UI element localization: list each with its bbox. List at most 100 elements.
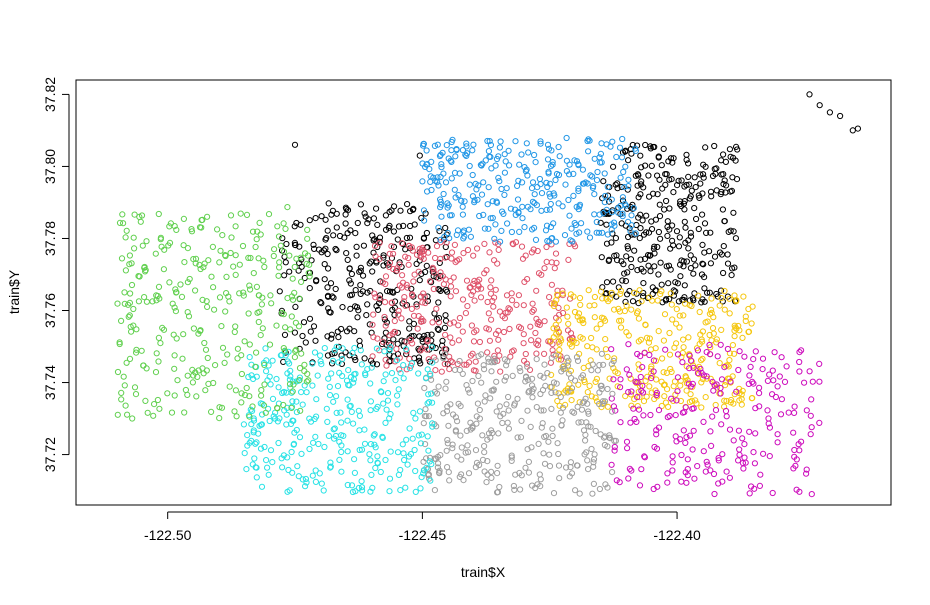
- data-point-cluster-3: [395, 307, 402, 314]
- data-point-cluster-2: [622, 148, 629, 155]
- data-point-cluster-2: [726, 146, 734, 153]
- data-point-cluster-5: [685, 351, 693, 358]
- data-point-cluster-5: [738, 391, 745, 398]
- data-point-cluster-3: [492, 331, 500, 338]
- data-point-cluster-5: [627, 375, 634, 382]
- data-point-cluster-7: [584, 457, 591, 464]
- data-point-cluster-8: [325, 432, 332, 439]
- data-point-cluster-5: [702, 394, 709, 401]
- data-point-cluster-8: [417, 440, 424, 447]
- data-point-cluster-6: [796, 368, 803, 375]
- data-point-cluster-2: [620, 261, 627, 268]
- data-point-cluster-2: [655, 153, 662, 160]
- data-point-cluster-5: [721, 287, 728, 295]
- data-point-cluster-7: [479, 456, 487, 463]
- data-point-cluster-5: [585, 287, 592, 294]
- data-point-cluster-5: [591, 302, 598, 309]
- data-point-cluster-9: [125, 301, 132, 308]
- data-point-cluster-9: [276, 259, 283, 266]
- data-point-cluster-2: [628, 150, 635, 157]
- data-point-cluster-3: [515, 292, 523, 299]
- data-point-cluster-4: [472, 180, 479, 187]
- plot-border: [75, 79, 892, 506]
- data-point-cluster-4: [423, 147, 430, 154]
- data-point-cluster-9: [157, 236, 164, 243]
- data-point-cluster-5: [588, 334, 595, 342]
- data-point-cluster-8: [411, 446, 418, 454]
- data-point-cluster-8: [326, 383, 333, 390]
- data-point-cluster-8: [250, 417, 258, 424]
- data-point-cluster-4: [600, 210, 607, 217]
- data-point-cluster-1: [342, 211, 349, 218]
- data-point-cluster-2: [648, 226, 656, 233]
- data-point-cluster-4: [591, 191, 598, 198]
- data-point-cluster-5: [653, 376, 660, 383]
- data-point-cluster-8: [318, 480, 325, 487]
- data-point-cluster-8: [370, 432, 377, 439]
- data-point-cluster-6: [653, 431, 660, 438]
- data-point-cluster-6: [694, 370, 702, 377]
- data-point-cluster-3: [496, 308, 503, 315]
- data-point-cluster-1: [373, 205, 380, 212]
- data-point-cluster-9: [228, 234, 235, 241]
- data-point-cluster-7: [596, 485, 604, 493]
- data-point-cluster-6: [735, 366, 742, 374]
- data-point-cluster-9: [127, 290, 134, 297]
- data-point-cluster-9: [253, 349, 260, 356]
- data-point-cluster-4: [480, 179, 487, 186]
- data-point-cluster-2: [660, 145, 667, 152]
- data-point-cluster-9: [126, 355, 134, 362]
- data-point-cluster-4: [448, 147, 455, 154]
- data-point-cluster-3: [517, 325, 525, 332]
- data-point-cluster-5: [577, 301, 584, 308]
- data-point-cluster-9: [292, 319, 299, 326]
- data-point-cluster-3: [472, 358, 479, 365]
- data-point-cluster-2: [699, 241, 706, 248]
- data-point-cluster-7: [589, 361, 596, 368]
- data-point-cluster-9: [152, 250, 159, 257]
- data-point-cluster-8: [346, 403, 353, 410]
- data-point-cluster-8: [356, 412, 363, 419]
- data-point-cluster-7: [503, 362, 510, 369]
- data-point-cluster-6: [721, 364, 728, 371]
- data-point-cluster-9: [186, 275, 193, 283]
- data-point-cluster-7: [481, 366, 488, 373]
- data-point-cluster-7: [518, 472, 525, 479]
- data-point-cluster-2: [654, 172, 661, 179]
- data-point-cluster-1: [346, 325, 353, 332]
- data-point-cluster-9: [114, 368, 122, 376]
- data-point-cluster-9: [118, 255, 126, 262]
- data-point-cluster-2: [656, 213, 664, 220]
- data-point-cluster-7: [540, 407, 547, 414]
- data-point-cluster-2: [687, 229, 694, 236]
- data-point-cluster-5: [688, 358, 695, 365]
- data-point-cluster-6: [641, 453, 648, 460]
- data-point-cluster-5: [652, 345, 659, 352]
- data-point-cluster-9: [245, 254, 252, 261]
- data-point-cluster-6: [683, 479, 690, 486]
- data-point-cluster-2: [666, 205, 673, 212]
- data-point-cluster-9: [171, 352, 178, 359]
- data-point-cluster-2: [678, 177, 685, 184]
- data-point-cluster-6: [745, 380, 752, 387]
- data-point-cluster-9: [222, 252, 229, 260]
- data-point-cluster-6: [633, 418, 640, 425]
- data-point-cluster-4: [438, 161, 445, 168]
- data-point-cluster-8: [366, 451, 373, 458]
- data-point-outlier: [854, 125, 862, 132]
- data-point-cluster-3: [553, 259, 560, 266]
- data-point-cluster-6: [747, 363, 754, 370]
- data-point-cluster-8: [326, 392, 334, 399]
- data-point-cluster-3: [415, 313, 422, 320]
- data-point-cluster-9: [260, 402, 268, 409]
- data-point-cluster-8: [283, 411, 290, 418]
- data-point-cluster-7: [591, 451, 598, 458]
- data-point-cluster-7: [558, 422, 565, 429]
- data-point-cluster-8: [400, 362, 407, 369]
- data-point-cluster-4: [531, 191, 538, 198]
- data-point-cluster-6: [816, 360, 823, 367]
- data-point-cluster-9: [137, 218, 144, 225]
- data-point-cluster-3: [382, 280, 389, 288]
- data-point-cluster-7: [574, 462, 581, 469]
- data-point-cluster-1: [333, 247, 340, 254]
